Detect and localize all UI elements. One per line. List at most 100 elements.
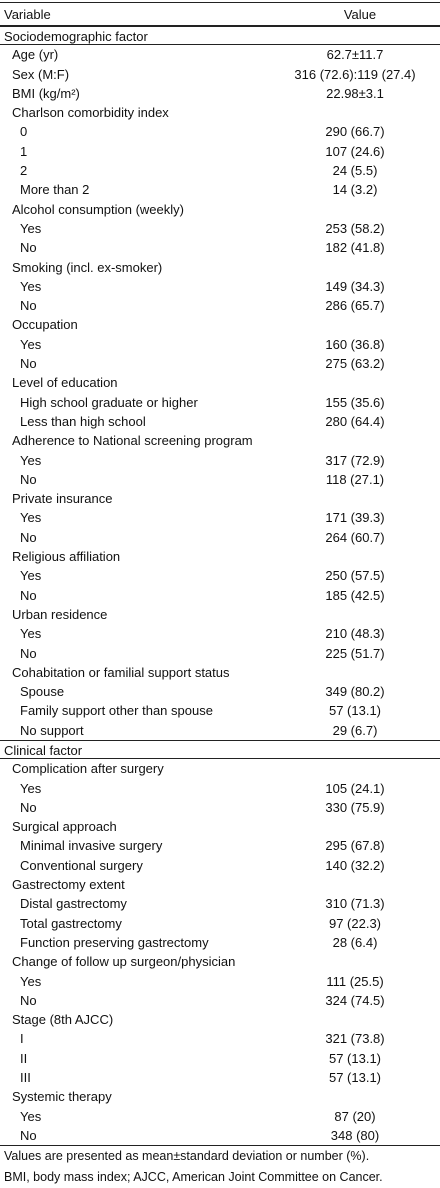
table-bottom-rule <box>0 1145 440 1147</box>
value-cell: 22.98±3.1 <box>326 85 384 101</box>
item-row: Yes 171 (39.3) <box>0 508 440 527</box>
item-row: II 57 (13.1) <box>0 1049 440 1068</box>
label-cell: No <box>20 356 37 372</box>
value-cell: 140 (32.2) <box>325 857 385 873</box>
label-cell: Stage (8th AJCC) <box>12 1012 114 1028</box>
label-cell: No <box>20 587 37 603</box>
label-cell: Cohabitation or familial support status <box>12 664 230 680</box>
value-cell: 28 (6.4) <box>332 934 378 950</box>
value-cell: 57 (13.1) <box>328 703 382 719</box>
label-cell: Change of follow up surgeon/physician <box>12 954 236 970</box>
label-cell: Surgical approach <box>12 819 117 835</box>
footnote: BMI, body mass index; AJCC, American Joi… <box>4 1170 383 1185</box>
value-cell: 321 (73.8) <box>325 1031 385 1047</box>
header-cell: Value <box>343 7 377 22</box>
item-row: No support 29 (6.7) <box>0 721 440 740</box>
label-cell: I <box>20 1031 24 1047</box>
label-cell: No <box>20 298 37 314</box>
label-cell: Yes <box>20 626 42 642</box>
label-cell: Yes <box>20 220 42 236</box>
item-row: No 348 (80) <box>0 1126 440 1145</box>
value-cell: 290 (66.7) <box>325 124 385 140</box>
group-row: Gastrectomy extent <box>0 875 440 894</box>
label-cell: Alcohol consumption (weekly) <box>12 201 184 217</box>
label-cell: Yes <box>20 278 42 294</box>
label-cell: High school graduate or higher <box>20 394 198 410</box>
item-row: 2 24 (5.5) <box>0 161 440 180</box>
item-row: Yes 160 (36.8) <box>0 335 440 354</box>
group-row: Systemic therapy <box>0 1087 440 1106</box>
header-row: Variable Value <box>0 2 440 26</box>
item-row: No 118 (27.1) <box>0 470 440 489</box>
value-cell: 330 (75.9) <box>325 799 385 815</box>
label-cell: Minimal invasive surgery <box>20 838 163 854</box>
group-row: Adherence to National screening program <box>0 431 440 450</box>
item-row: No 182 (41.8) <box>0 238 440 257</box>
label-cell: No <box>20 992 37 1008</box>
item-row: No 264 (60.7) <box>0 528 440 547</box>
item-row: Family support other than spouse 57 (13.1… <box>0 701 440 720</box>
value-cell: 149 (34.3) <box>325 278 385 294</box>
label-cell: Sex (M:F) <box>12 66 70 82</box>
value-cell: 57 (13.1) <box>328 1070 382 1086</box>
item-row: III 57 (13.1) <box>0 1068 440 1087</box>
value-cell: 275 (63.2) <box>325 356 385 372</box>
value-cell: 29 (6.7) <box>332 722 378 738</box>
item-row: Yes 210 (48.3) <box>0 624 440 643</box>
item-row: Total gastrectomy 97 (22.3) <box>0 914 440 933</box>
label-cell: No <box>20 799 37 815</box>
item-row: Less than high school 280 (64.4) <box>0 412 440 431</box>
item-row: Minimal invasive surgery 295 (67.8) <box>0 836 440 855</box>
label-cell: No <box>20 1127 37 1143</box>
value-cell: 295 (67.8) <box>325 838 385 854</box>
label-cell: Yes <box>20 336 42 352</box>
item-row: High school graduate or higher 155 (35.6) <box>0 393 440 412</box>
label-cell: Sociodemographic factor <box>4 29 148 44</box>
item-row: I 321 (73.8) <box>0 1029 440 1048</box>
label-cell: Urban residence <box>12 606 108 622</box>
label-cell: Family support other than spouse <box>20 703 213 719</box>
item-row: Yes 317 (72.9) <box>0 451 440 470</box>
label-cell: 2 <box>20 163 28 179</box>
group-row: Stage (8th AJCC) <box>0 1010 440 1029</box>
value-cell: 324 (74.5) <box>325 992 385 1008</box>
value-cell: 97 (22.3) <box>328 915 382 931</box>
value-cell: 280 (64.4) <box>325 413 385 429</box>
value-cell: 286 (65.7) <box>325 298 385 314</box>
group-row: Level of education <box>0 373 440 392</box>
label-cell: BMI (kg/m²) <box>12 85 80 101</box>
label-cell: Spouse <box>20 684 65 700</box>
item-row: Yes 105 (24.1) <box>0 779 440 798</box>
item-row: No 225 (51.7) <box>0 644 440 663</box>
group-row: Urban residence <box>0 605 440 624</box>
label-cell: No <box>20 240 37 256</box>
value-cell: 111 (25.5) <box>326 973 384 989</box>
item-row: More than 2 14 (3.2) <box>0 180 440 199</box>
label-cell: Systemic therapy <box>12 1089 112 1105</box>
label-cell: Level of education <box>12 375 118 391</box>
value-cell: 348 (80) <box>330 1127 380 1143</box>
label-cell: Yes <box>20 1108 42 1124</box>
label-cell: III <box>20 1070 31 1086</box>
value-cell: 316 (72.6):119 (27.4) <box>294 66 416 82</box>
label-cell: Yes <box>20 568 42 584</box>
group-row: Alcohol consumption (weekly) <box>0 200 440 219</box>
table-body: Sociodemographic factor Age (yr) 62.7±11.7… <box>0 26 440 1145</box>
label-cell: No <box>20 471 37 487</box>
label-cell: Yes <box>20 780 42 796</box>
value-cell: 171 (39.3) <box>325 510 385 526</box>
group-row: Smoking (incl. ex-smoker) <box>0 258 440 277</box>
label-cell: No support <box>20 722 84 738</box>
value-cell: 160 (36.8) <box>325 336 385 352</box>
label-cell: 0 <box>20 124 28 140</box>
label-cell: Yes <box>20 973 42 989</box>
group-row: Surgical approach <box>0 817 440 836</box>
value-cell: 185 (42.5) <box>325 587 385 603</box>
value-cell: 87 (20) <box>334 1108 376 1124</box>
label-cell: Complication after surgery <box>12 761 164 777</box>
item-row: No 324 (74.5) <box>0 991 440 1010</box>
item-row: BMI (kg/m²) 22.98±3.1 <box>0 84 440 103</box>
group-row: Cohabitation or familial support status <box>0 663 440 682</box>
value-cell: 310 (71.3) <box>325 896 385 912</box>
